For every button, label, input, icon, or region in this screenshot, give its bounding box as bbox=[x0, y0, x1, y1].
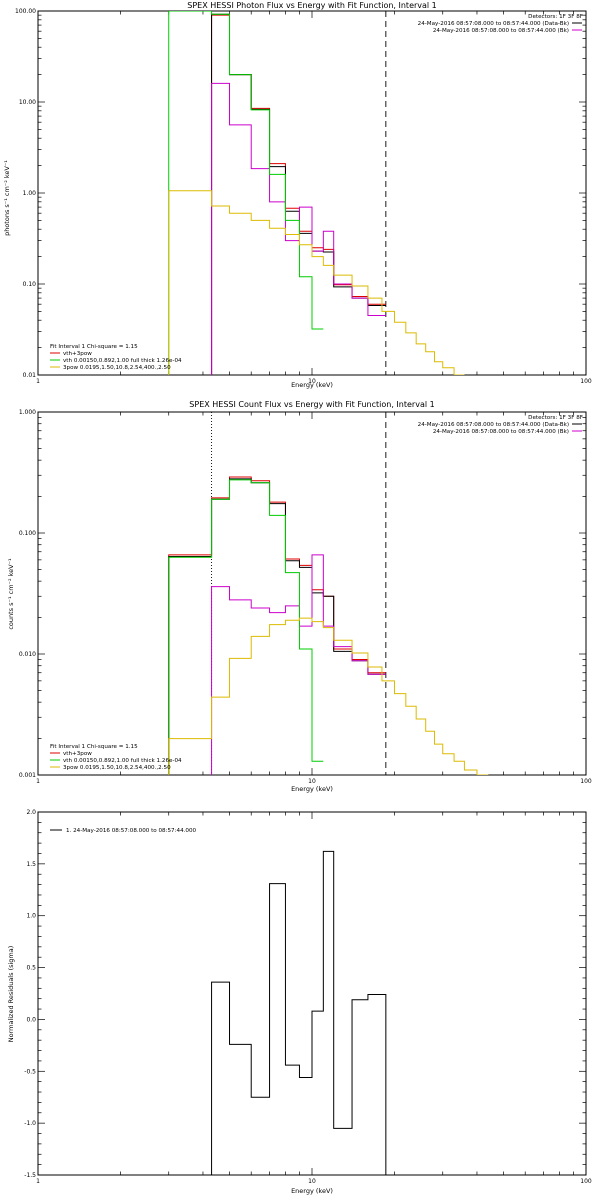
legend-title: Fit Interval 1 Chi-square = 1.15 bbox=[50, 744, 138, 750]
histogram-series bbox=[168, 617, 489, 775]
legend-entry: vth 0.00150,0.892,1.00 full thick 1.26e-… bbox=[63, 358, 182, 364]
series-group bbox=[211, 850, 387, 1175]
y-tick-label: -1.5 bbox=[24, 1172, 36, 1179]
info-text: Detectors: 1F 3F 8F bbox=[528, 14, 583, 20]
x-tick-label: 10 bbox=[308, 378, 316, 385]
y-tick-label: 0.100 bbox=[19, 530, 36, 537]
x-tick-label: 1 bbox=[36, 1178, 40, 1185]
y-tick-label: 1.5 bbox=[26, 861, 36, 868]
y-tick-label: 1.0 bbox=[26, 913, 36, 920]
y-tick-label: -1.0 bbox=[24, 1120, 36, 1127]
panel-title: SPEX HESSI Count Flux vs Energy with Fit… bbox=[189, 400, 434, 409]
info-text: Detectors: 1F 3F 8F bbox=[528, 415, 583, 421]
legend-title: Fit Interval 1 Chi-square = 1.15 bbox=[50, 344, 138, 350]
x-tick-label: 10 bbox=[308, 1178, 316, 1185]
x-tick-label: 10 bbox=[308, 778, 316, 785]
legend-entry: vth+3pow bbox=[63, 351, 92, 357]
legend-entry: 1. 24-May-2016 08:57:08.000 to 08:57:44.… bbox=[66, 828, 197, 834]
x-tick-label: 100 bbox=[580, 1178, 592, 1185]
y-axis-label: Normalized Residuals (sigma) bbox=[7, 946, 15, 1043]
y-tick-label: 0.10 bbox=[23, 281, 37, 288]
plot-area: 1 10 100 -1.5 -1.0 -0.5 0.0 0.5 1.0 1.5 2.0 1. 24-M… bbox=[24, 809, 592, 1185]
legend-entry: vth 0.00150,0.892,1.00 full thick 1.26e-… bbox=[63, 758, 182, 764]
series-group bbox=[168, 412, 489, 775]
info-text: 24-May-2016 08:57:08.000 to 08:57:44.000… bbox=[433, 28, 569, 34]
histogram-series bbox=[211, 82, 386, 375]
y-axis-label: photons s⁻¹ cm⁻² keV⁻¹ bbox=[3, 160, 11, 236]
legend-entry: 3pow 0.0195,1.50,10.8,2.54,400.,2.50 bbox=[63, 365, 171, 371]
histogram-series bbox=[211, 850, 387, 1175]
histogram-series bbox=[168, 479, 324, 775]
histogram-series bbox=[168, 11, 324, 375]
y-tick-label: 100.00 bbox=[15, 8, 36, 15]
histogram-series bbox=[168, 190, 465, 375]
y-tick-label: 0.01 bbox=[23, 372, 37, 379]
x-tick-label: 1 bbox=[36, 378, 40, 385]
count-flux-panel: SPEX HESSI Count Flux vs Energy with Fit… bbox=[7, 400, 592, 793]
x-axis-label: Energy (keV) bbox=[291, 785, 333, 793]
y-tick-label: 2.0 bbox=[26, 809, 36, 816]
info-text: 24-May-2016 08:57:08.000 to 08:57:44.000… bbox=[418, 422, 569, 428]
plot-area: 1 10 100 0.01 0.10 1.00 10.00 100.00 Detectors: … bbox=[15, 8, 592, 385]
y-tick-label: 1.000 bbox=[19, 409, 36, 416]
panel-title: SPEX HESSI Photon Flux vs Energy with Fi… bbox=[187, 1, 437, 10]
plot-area: 1 10 100 0.001 0.010 0.100 1.000 Detectors: 1F … bbox=[19, 409, 592, 785]
y-tick-label: 10.00 bbox=[19, 99, 36, 106]
photon-flux-panel: SPEX HESSI Photon Flux vs Energy with Fi… bbox=[3, 1, 592, 389]
info-text: 24-May-2016 08:57:08.000 to 08:57:44.000… bbox=[418, 21, 569, 27]
y-tick-label: 1.00 bbox=[23, 190, 37, 197]
y-tick-label: 0.5 bbox=[26, 965, 36, 972]
x-tick-label: 100 bbox=[580, 378, 592, 385]
y-axis-label: counts s⁻¹ cm⁻² keV⁻¹ bbox=[7, 558, 15, 630]
legend-entry: vth+3pow bbox=[63, 751, 92, 757]
x-axis-label: Energy (keV) bbox=[291, 381, 333, 389]
x-tick-label: 100 bbox=[580, 778, 592, 785]
series-group bbox=[168, 11, 465, 375]
x-axis-label: Energy (keV) bbox=[291, 1187, 333, 1195]
x-tick-label: 1 bbox=[36, 778, 40, 785]
y-tick-label: 0.010 bbox=[19, 651, 36, 658]
info-text: 24-May-2016 08:57:08.000 to 08:57:44.000… bbox=[433, 429, 569, 435]
legend-entry: 3pow 0.0195,1.50,10.8,2.54,400.,2.50 bbox=[63, 765, 171, 771]
y-tick-label: -0.5 bbox=[24, 1068, 36, 1075]
y-tick-label: 0.0 bbox=[26, 1016, 36, 1023]
y-tick-label: 0.001 bbox=[19, 772, 36, 779]
residuals-panel: 1 10 100 -1.5 -1.0 -0.5 0.0 0.5 1.0 1.5 2.0 1. 24-M… bbox=[7, 809, 592, 1195]
